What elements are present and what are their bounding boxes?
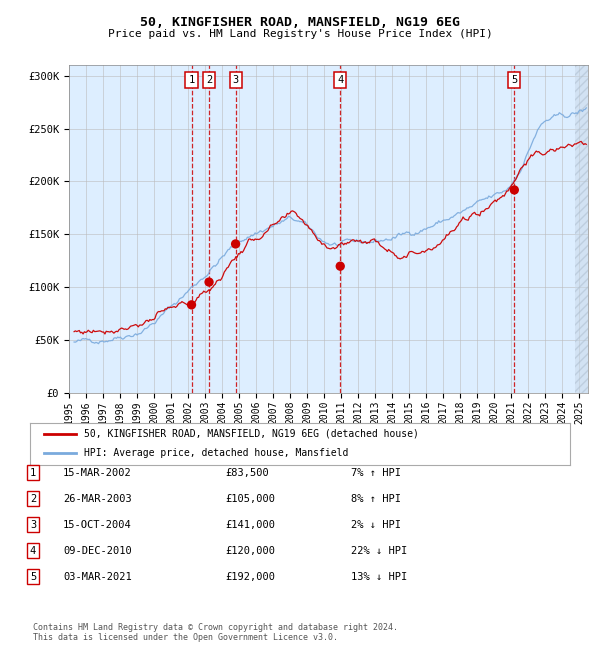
Text: 22% ↓ HPI: 22% ↓ HPI <box>351 545 407 556</box>
Text: 50, KINGFISHER ROAD, MANSFIELD, NG19 6EG (detached house): 50, KINGFISHER ROAD, MANSFIELD, NG19 6EG… <box>84 429 419 439</box>
Text: 2: 2 <box>206 75 212 84</box>
Text: £192,000: £192,000 <box>225 571 275 582</box>
Point <box>509 185 519 195</box>
Point <box>231 239 241 249</box>
Text: 15-OCT-2004: 15-OCT-2004 <box>63 519 132 530</box>
Text: Contains HM Land Registry data © Crown copyright and database right 2024.
This d: Contains HM Land Registry data © Crown c… <box>33 623 398 642</box>
Bar <box>575 65 588 393</box>
Text: 4: 4 <box>337 75 343 84</box>
Text: 13% ↓ HPI: 13% ↓ HPI <box>351 571 407 582</box>
Point <box>335 261 345 272</box>
Text: 5: 5 <box>511 75 517 84</box>
Text: £83,500: £83,500 <box>225 467 269 478</box>
Text: 15-MAR-2002: 15-MAR-2002 <box>63 467 132 478</box>
Text: 1: 1 <box>188 75 194 84</box>
Text: 2: 2 <box>30 493 36 504</box>
Text: 3: 3 <box>30 519 36 530</box>
Text: Price paid vs. HM Land Registry's House Price Index (HPI): Price paid vs. HM Land Registry's House … <box>107 29 493 39</box>
Text: 26-MAR-2003: 26-MAR-2003 <box>63 493 132 504</box>
Text: 4: 4 <box>30 545 36 556</box>
Text: 5: 5 <box>30 571 36 582</box>
Text: 8% ↑ HPI: 8% ↑ HPI <box>351 493 401 504</box>
Text: 3: 3 <box>232 75 239 84</box>
Text: 1: 1 <box>30 467 36 478</box>
Text: 03-MAR-2021: 03-MAR-2021 <box>63 571 132 582</box>
Text: 09-DEC-2010: 09-DEC-2010 <box>63 545 132 556</box>
Point <box>204 277 214 287</box>
Text: 2% ↓ HPI: 2% ↓ HPI <box>351 519 401 530</box>
Text: 50, KINGFISHER ROAD, MANSFIELD, NG19 6EG: 50, KINGFISHER ROAD, MANSFIELD, NG19 6EG <box>140 16 460 29</box>
Text: 7% ↑ HPI: 7% ↑ HPI <box>351 467 401 478</box>
Point <box>187 300 196 310</box>
Text: £105,000: £105,000 <box>225 493 275 504</box>
Text: £141,000: £141,000 <box>225 519 275 530</box>
Text: HPI: Average price, detached house, Mansfield: HPI: Average price, detached house, Mans… <box>84 448 349 458</box>
Text: £120,000: £120,000 <box>225 545 275 556</box>
